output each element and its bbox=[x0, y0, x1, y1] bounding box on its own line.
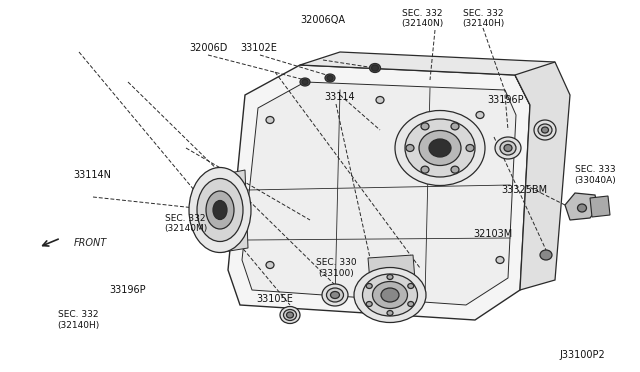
Ellipse shape bbox=[451, 123, 459, 130]
Polygon shape bbox=[515, 62, 570, 290]
Text: SEC. 332
(32140H): SEC. 332 (32140H) bbox=[462, 9, 504, 28]
Ellipse shape bbox=[429, 139, 451, 157]
Polygon shape bbox=[565, 193, 598, 220]
Ellipse shape bbox=[408, 283, 414, 289]
Ellipse shape bbox=[189, 167, 251, 253]
Ellipse shape bbox=[362, 274, 417, 316]
Text: SEC. 332
(32140N): SEC. 332 (32140N) bbox=[401, 9, 444, 28]
Ellipse shape bbox=[451, 166, 459, 173]
Ellipse shape bbox=[495, 137, 521, 159]
Text: 33105E: 33105E bbox=[257, 295, 294, 304]
Ellipse shape bbox=[500, 141, 516, 155]
Ellipse shape bbox=[366, 301, 372, 307]
Ellipse shape bbox=[371, 65, 378, 71]
Text: FRONT: FRONT bbox=[74, 238, 107, 247]
Ellipse shape bbox=[280, 307, 300, 324]
Ellipse shape bbox=[504, 144, 512, 151]
Ellipse shape bbox=[213, 201, 227, 219]
Ellipse shape bbox=[419, 131, 461, 166]
Ellipse shape bbox=[466, 144, 474, 151]
Text: 33196P: 33196P bbox=[109, 285, 147, 295]
Ellipse shape bbox=[387, 275, 393, 279]
Ellipse shape bbox=[421, 166, 429, 173]
Ellipse shape bbox=[197, 179, 243, 241]
Text: 33325BM: 33325BM bbox=[502, 185, 548, 195]
Ellipse shape bbox=[540, 250, 552, 260]
Ellipse shape bbox=[376, 96, 384, 103]
Ellipse shape bbox=[405, 119, 475, 177]
Ellipse shape bbox=[476, 112, 484, 119]
Ellipse shape bbox=[395, 110, 485, 186]
Ellipse shape bbox=[387, 311, 393, 315]
Text: 32006QA: 32006QA bbox=[301, 16, 346, 25]
Text: SEC. 332
(32140M): SEC. 332 (32140M) bbox=[164, 214, 207, 233]
Ellipse shape bbox=[421, 123, 429, 130]
Polygon shape bbox=[300, 52, 555, 105]
Ellipse shape bbox=[354, 267, 426, 323]
Text: SEC. 330
(33100): SEC. 330 (33100) bbox=[316, 258, 356, 278]
Ellipse shape bbox=[406, 144, 414, 151]
Ellipse shape bbox=[381, 288, 399, 302]
Ellipse shape bbox=[287, 312, 294, 318]
Text: J33100P2: J33100P2 bbox=[559, 350, 605, 360]
Ellipse shape bbox=[325, 74, 335, 82]
Ellipse shape bbox=[330, 292, 339, 298]
Text: 33114N: 33114N bbox=[74, 170, 112, 180]
Text: 32103M: 32103M bbox=[473, 230, 513, 239]
Ellipse shape bbox=[266, 116, 274, 124]
Ellipse shape bbox=[538, 124, 552, 136]
Polygon shape bbox=[228, 65, 530, 320]
Polygon shape bbox=[220, 170, 248, 252]
Text: SEC. 333
(33040A): SEC. 333 (33040A) bbox=[574, 165, 616, 185]
Ellipse shape bbox=[302, 80, 308, 84]
Ellipse shape bbox=[366, 283, 372, 289]
Polygon shape bbox=[590, 196, 610, 217]
Ellipse shape bbox=[372, 282, 408, 308]
Text: 33114: 33114 bbox=[324, 92, 355, 102]
Ellipse shape bbox=[322, 284, 348, 306]
Ellipse shape bbox=[326, 288, 344, 302]
Ellipse shape bbox=[206, 191, 234, 229]
Polygon shape bbox=[368, 255, 415, 282]
Ellipse shape bbox=[577, 204, 586, 212]
Polygon shape bbox=[242, 82, 516, 305]
Text: 33196P: 33196P bbox=[487, 96, 524, 105]
Ellipse shape bbox=[327, 76, 333, 80]
Ellipse shape bbox=[284, 310, 296, 321]
Text: 33102E: 33102E bbox=[241, 44, 278, 53]
Ellipse shape bbox=[369, 64, 381, 73]
Text: SEC. 332
(32140H): SEC. 332 (32140H) bbox=[58, 310, 100, 330]
Ellipse shape bbox=[541, 127, 548, 133]
Ellipse shape bbox=[496, 257, 504, 263]
Ellipse shape bbox=[534, 120, 556, 140]
Ellipse shape bbox=[300, 78, 310, 86]
Ellipse shape bbox=[408, 301, 414, 307]
Ellipse shape bbox=[266, 262, 274, 269]
Text: 32006D: 32006D bbox=[189, 44, 227, 53]
